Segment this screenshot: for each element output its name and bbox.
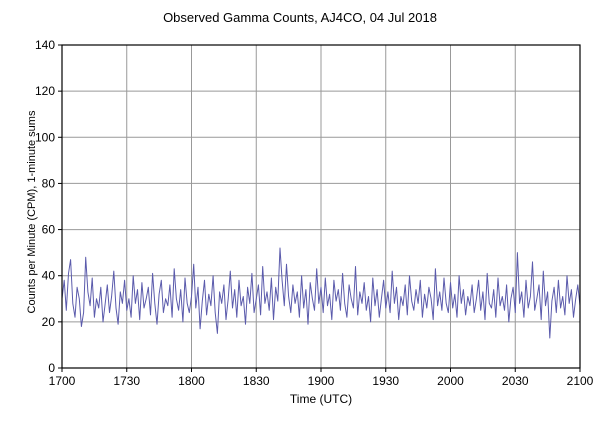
y-tick-label: 140 bbox=[35, 38, 55, 52]
x-tick-label: 1730 bbox=[113, 374, 140, 388]
x-tick-label: 2030 bbox=[502, 374, 529, 388]
x-tick-label: 2000 bbox=[437, 374, 464, 388]
y-tick-label: 20 bbox=[42, 315, 56, 329]
y-tick-label: 80 bbox=[42, 176, 56, 190]
x-axis-label: Time (UTC) bbox=[289, 392, 353, 406]
y-tick-label: 60 bbox=[42, 223, 56, 237]
x-tick-label: 1700 bbox=[49, 374, 76, 388]
x-tick-label: 1830 bbox=[243, 374, 270, 388]
x-tick-label: 1900 bbox=[308, 374, 335, 388]
data-series-line bbox=[61, 247, 581, 339]
y-tick-label: 120 bbox=[35, 84, 55, 98]
x-tick-label: 1930 bbox=[372, 374, 399, 388]
y-tick-label: 0 bbox=[48, 361, 55, 375]
x-tick-label: 1800 bbox=[178, 374, 205, 388]
y-tick-label: 100 bbox=[35, 130, 55, 144]
y-tick-label: 40 bbox=[42, 269, 56, 283]
chart-title: Observed Gamma Counts, AJ4CO, 04 Jul 201… bbox=[163, 10, 437, 25]
x-tick-label: 2100 bbox=[567, 374, 594, 388]
